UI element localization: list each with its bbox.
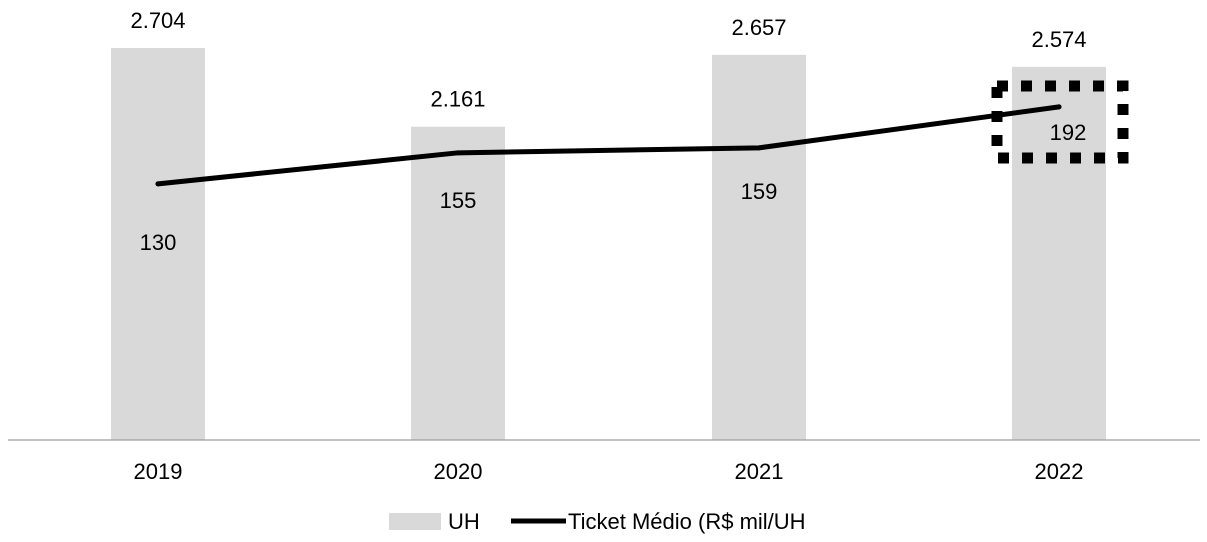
bar-value-label-2020: 2.161	[430, 87, 485, 112]
bar-2022	[1012, 66, 1106, 440]
line-value-label-2020: 155	[440, 188, 477, 213]
line-value-label-2021: 159	[741, 179, 778, 204]
bar-2019	[111, 48, 205, 440]
line-value-label-2022: 192	[1050, 120, 1087, 145]
legend-swatch-uh	[389, 513, 441, 530]
line-series-ticket-m-dio-r-mil-uh	[155, 104, 1062, 187]
highlight-layer	[991, 80, 1129, 164]
legend: UH Ticket Médio (R$ mil/UH	[389, 509, 806, 534]
bars-layer	[111, 48, 1106, 441]
bar-value-label-2019: 2.704	[130, 8, 185, 33]
labels-layer: 2.704 2.161 2.657 2.574 2019 2020 2021 2022 130 1…	[130, 8, 1086, 484]
line-layer	[155, 104, 1062, 187]
line-point-2022	[1056, 104, 1062, 110]
x-tick-label-2022: 2022	[1035, 459, 1084, 484]
line-point-2019	[155, 181, 161, 187]
bar-value-label-2021: 2.657	[731, 15, 786, 40]
x-tick-label-2021: 2021	[735, 459, 784, 484]
line-value-label-2019: 130	[140, 230, 177, 255]
highlight-box	[991, 80, 1129, 164]
x-tick-label-2019: 2019	[134, 459, 183, 484]
bar-value-label-2022: 2.574	[1031, 27, 1086, 52]
line-point-2020	[455, 150, 461, 156]
line-point-2021	[756, 145, 762, 151]
bar-2021	[712, 54, 806, 441]
x-tick-label-2020: 2020	[434, 459, 483, 484]
bar-2020	[411, 126, 505, 440]
legend-label-ticket-medio: Ticket Médio (R$ mil/UH	[568, 509, 806, 534]
legend-label-uh: UH	[448, 509, 480, 534]
